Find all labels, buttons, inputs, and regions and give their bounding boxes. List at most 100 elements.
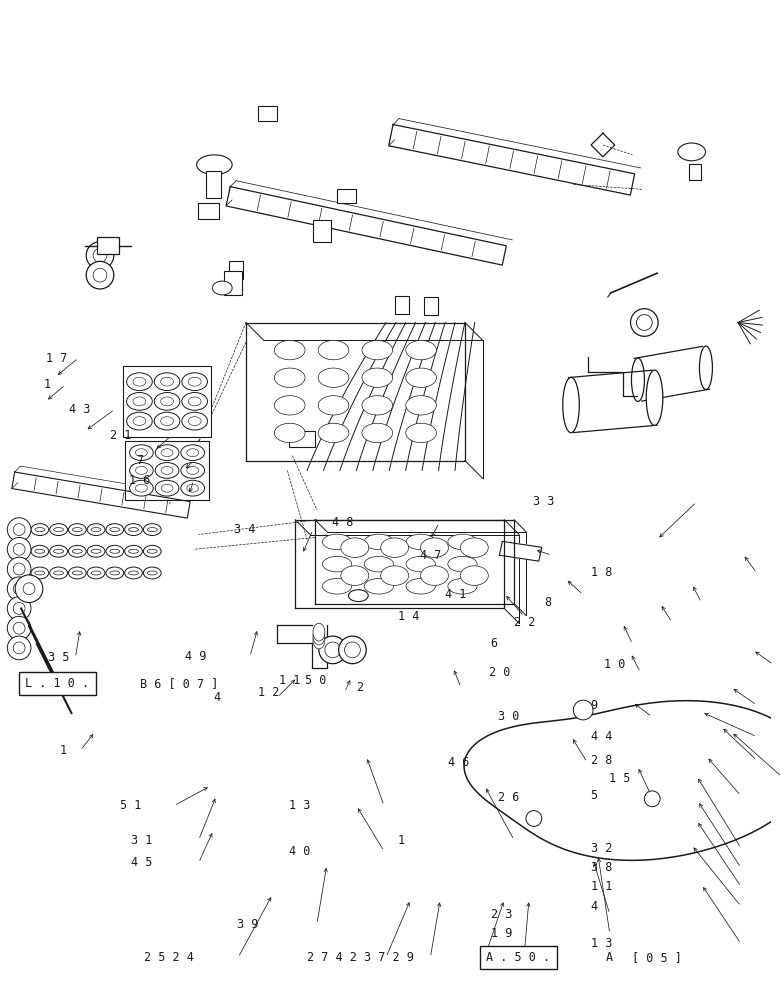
Ellipse shape	[110, 571, 119, 575]
Ellipse shape	[186, 449, 199, 457]
Ellipse shape	[50, 545, 67, 557]
Ellipse shape	[420, 538, 448, 557]
Text: A: A	[606, 951, 613, 964]
Ellipse shape	[319, 636, 346, 664]
Ellipse shape	[318, 340, 349, 360]
Text: 4 3: 4 3	[69, 403, 90, 416]
Ellipse shape	[50, 567, 67, 579]
Ellipse shape	[93, 249, 107, 262]
Text: 6: 6	[490, 637, 497, 650]
Ellipse shape	[126, 373, 152, 391]
Text: 4 1: 4 1	[445, 588, 466, 601]
Text: 3 2: 3 2	[590, 842, 612, 855]
Text: 4 9: 4 9	[185, 650, 206, 663]
Ellipse shape	[188, 377, 201, 386]
Ellipse shape	[23, 583, 35, 595]
Bar	[395, 296, 409, 314]
Ellipse shape	[147, 571, 158, 575]
Ellipse shape	[632, 358, 644, 401]
Text: 3 3: 3 3	[533, 495, 555, 508]
Ellipse shape	[7, 557, 31, 581]
Ellipse shape	[12, 524, 30, 535]
Ellipse shape	[54, 549, 63, 553]
Text: 2 7 4 2 3 7 2 9: 2 7 4 2 3 7 2 9	[307, 951, 414, 964]
Ellipse shape	[106, 524, 124, 535]
Ellipse shape	[318, 396, 349, 415]
Bar	[689, 164, 700, 180]
Text: 2 3: 2 3	[491, 908, 512, 921]
Bar	[97, 237, 119, 254]
Bar	[122, 366, 211, 437]
Ellipse shape	[364, 556, 393, 572]
Ellipse shape	[341, 566, 369, 585]
Ellipse shape	[155, 445, 179, 461]
Ellipse shape	[275, 340, 305, 360]
Ellipse shape	[31, 524, 48, 535]
Ellipse shape	[182, 412, 207, 430]
Ellipse shape	[35, 549, 44, 553]
Ellipse shape	[91, 549, 101, 553]
Bar	[125, 441, 209, 500]
Ellipse shape	[13, 563, 25, 575]
Ellipse shape	[7, 616, 31, 640]
Ellipse shape	[460, 566, 488, 585]
Ellipse shape	[54, 528, 63, 532]
Text: 7: 7	[136, 454, 144, 467]
Ellipse shape	[362, 396, 392, 415]
Ellipse shape	[133, 397, 146, 406]
Ellipse shape	[144, 524, 161, 535]
Ellipse shape	[155, 480, 179, 496]
Ellipse shape	[31, 567, 48, 579]
Ellipse shape	[197, 155, 232, 175]
Ellipse shape	[7, 537, 31, 561]
Ellipse shape	[106, 567, 124, 579]
Ellipse shape	[318, 423, 349, 443]
Ellipse shape	[636, 315, 652, 330]
Ellipse shape	[126, 393, 152, 410]
Ellipse shape	[339, 636, 367, 664]
Ellipse shape	[364, 579, 393, 594]
Ellipse shape	[362, 423, 392, 443]
Ellipse shape	[322, 534, 352, 550]
Text: 2 5 2 4: 2 5 2 4	[144, 951, 194, 964]
Text: 1 4: 1 4	[399, 610, 420, 623]
Ellipse shape	[678, 143, 705, 161]
Text: 4: 4	[590, 900, 597, 913]
Ellipse shape	[125, 567, 143, 579]
Ellipse shape	[129, 571, 139, 575]
Ellipse shape	[110, 528, 119, 532]
Text: 1: 1	[398, 834, 405, 847]
Ellipse shape	[144, 567, 161, 579]
Bar	[205, 171, 222, 198]
Ellipse shape	[700, 346, 712, 389]
Text: 3 8: 3 8	[590, 861, 612, 874]
Text: 1 5: 1 5	[609, 772, 630, 785]
Ellipse shape	[147, 528, 158, 532]
Ellipse shape	[406, 556, 435, 572]
Text: 5 1: 5 1	[120, 799, 141, 812]
Ellipse shape	[13, 583, 25, 595]
Ellipse shape	[275, 396, 305, 415]
Ellipse shape	[13, 603, 25, 614]
Text: 1 3: 1 3	[590, 937, 612, 950]
Ellipse shape	[12, 567, 30, 579]
Ellipse shape	[182, 393, 207, 410]
Text: 3 0: 3 0	[498, 710, 519, 723]
Ellipse shape	[154, 393, 180, 410]
Ellipse shape	[73, 571, 82, 575]
Ellipse shape	[147, 549, 158, 553]
Text: 1 7: 1 7	[46, 352, 67, 365]
Ellipse shape	[16, 528, 26, 532]
Ellipse shape	[322, 579, 352, 594]
Text: 1 6: 1 6	[129, 474, 151, 487]
Ellipse shape	[16, 571, 26, 575]
Ellipse shape	[341, 538, 369, 557]
Polygon shape	[499, 541, 542, 561]
Text: [ 0 5 ]: [ 0 5 ]	[632, 951, 682, 964]
Text: 4 7: 4 7	[420, 549, 441, 562]
Ellipse shape	[448, 534, 477, 550]
Ellipse shape	[322, 556, 352, 572]
Text: 1 0: 1 0	[604, 658, 625, 671]
Text: A . 5 0 .: A . 5 0 .	[486, 951, 551, 964]
Text: 3 1: 3 1	[131, 834, 152, 847]
